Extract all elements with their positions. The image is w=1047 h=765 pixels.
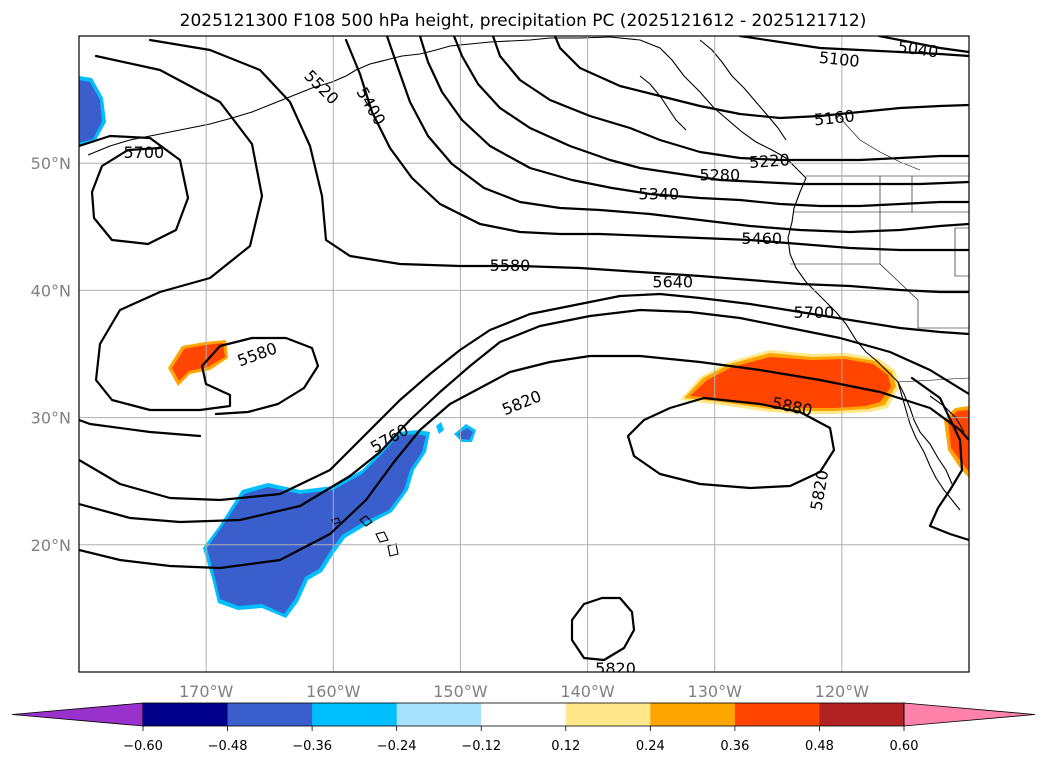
lat-tick-label: 30°N [31, 409, 71, 428]
figure-title: 2025121300 F108 500 hPa height, precipit… [180, 11, 867, 31]
colorbar-tick-label: 0.60 [890, 739, 919, 754]
precip-negative-anomaly [79, 76, 476, 618]
lon-tick-label: 130°W [688, 682, 743, 701]
colorbar-extend-high [903, 702, 1036, 727]
colorbar-tick-label: −0.48 [208, 739, 248, 754]
map-area: 5040 5100 5160 5220 5280 5340 5400 5460 5520 5580… [79, 36, 969, 678]
colorbar-extend-low [11, 702, 144, 727]
colorbar-segment [143, 703, 229, 726]
colorbar-tick-label: 0.36 [720, 739, 749, 754]
colorbar-frame [142, 702, 905, 727]
colorbar-segment [227, 703, 313, 726]
contour-label-5280: 5280 [699, 166, 740, 185]
colorbar-tick-label: 0.48 [805, 739, 834, 754]
colorbar: −0.60 −0.48 −0.36 −0.24 −0.12 0.12 0.24 0.36 0.4… [11, 702, 1036, 754]
graticule [79, 36, 969, 672]
height-contours [79, 36, 969, 662]
colorbar-segment [819, 703, 905, 726]
precip-positive-anomaly [168, 340, 969, 478]
contour-label-5700: 5700 [794, 303, 835, 322]
colorbar-segment [396, 703, 482, 726]
colorbar-tick-label: 0.12 [551, 739, 580, 754]
contour-label-5460: 5460 [741, 229, 782, 248]
contour-label-5100: 5100 [818, 48, 860, 71]
map-frame [78, 35, 970, 673]
lon-tick-label: 120°W [815, 682, 870, 701]
contour-label-5640: 5640 [652, 272, 693, 291]
contour-label-5520: 5520 [300, 66, 342, 108]
colorbar-segment [312, 703, 398, 726]
contour-label-5580: 5580 [235, 339, 280, 371]
lon-tick-label: 140°W [560, 682, 615, 701]
lat-tick-label: 20°N [31, 536, 71, 555]
lon-tick-label: 160°W [306, 682, 361, 701]
contour-label-5220: 5220 [748, 150, 790, 172]
lat-tick-label: 50°N [31, 154, 71, 173]
contour-label-5160: 5160 [813, 106, 855, 129]
colorbar-segment [481, 703, 567, 726]
colorbar-tick-label: −0.36 [292, 739, 332, 754]
longitude-labels: 170°W 160°W 150°W 140°W 130°W 120°W [179, 682, 869, 701]
colorbar-tick-label: −0.60 [123, 739, 163, 754]
contour-label-5040: 5040 [897, 37, 940, 61]
colorbar-segment [565, 703, 651, 726]
colorbar-segment [650, 703, 736, 726]
colorbar-segment [734, 703, 820, 726]
colorbar-tick-label: −0.24 [377, 739, 417, 754]
political-borders [790, 117, 969, 383]
contour-label-5340: 5340 [638, 185, 679, 204]
colorbar-tick-label: 0.24 [636, 739, 665, 754]
latitude-labels: 20°N 30°N 40°N 50°N [31, 154, 71, 555]
contour-label-5820: 5820 [595, 659, 636, 678]
colorbar-tick-label: −0.12 [461, 739, 501, 754]
contour-label-5700: 5700 [123, 143, 164, 162]
lon-tick-label: 170°W [179, 682, 234, 701]
contour-label-5820: 5820 [499, 386, 544, 419]
lat-tick-label: 40°N [31, 281, 71, 300]
contour-label-5820: 5820 [807, 468, 833, 511]
lon-tick-label: 150°W [433, 682, 488, 701]
contour-label-5580: 5580 [490, 256, 531, 275]
contour-label-5400: 5400 [353, 84, 390, 129]
